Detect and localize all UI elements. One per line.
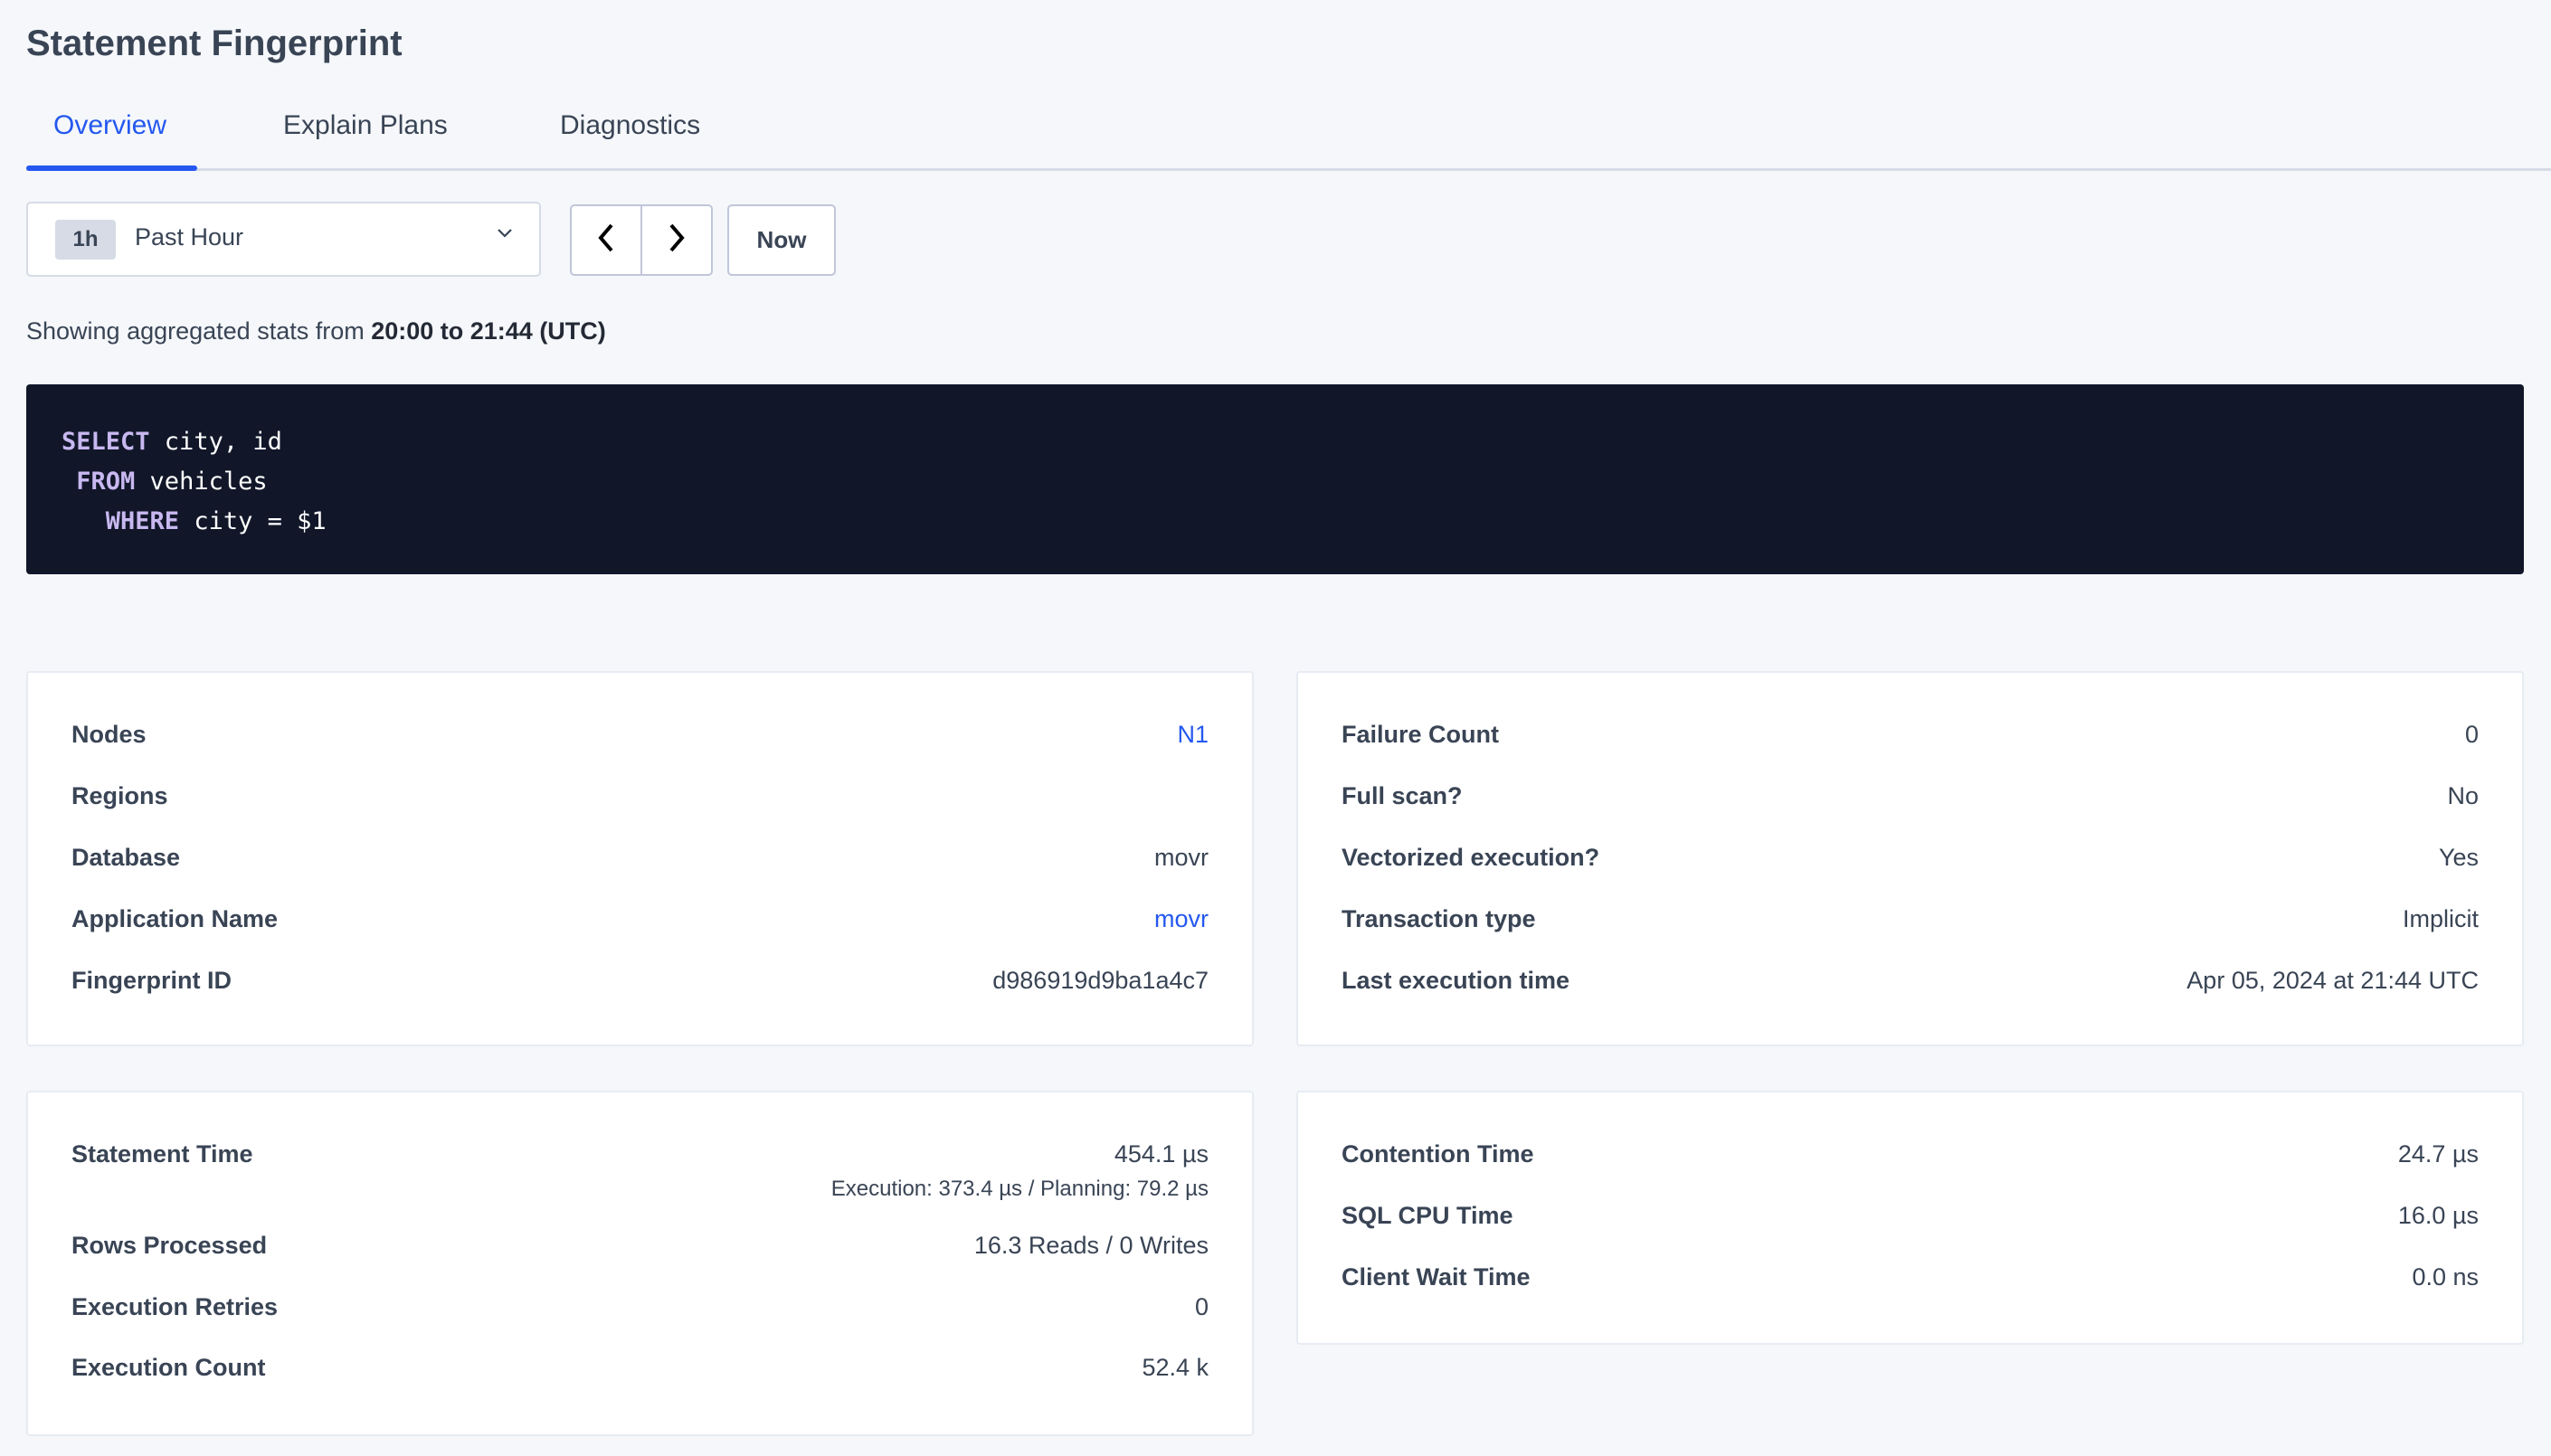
chevron-right-icon [666, 222, 688, 258]
stats-card-right: Contention Time 24.7 µs SQL CPU Time 16.0 … [1296, 1091, 2524, 1345]
tab-explain-plans[interactable]: Explain Plans [283, 110, 448, 140]
time-range-label: Past Hour [135, 223, 244, 251]
tab-divider [26, 168, 2551, 171]
application-link[interactable]: movr [1154, 905, 1209, 932]
summary-prefix: Showing aggregated stats from [26, 317, 372, 345]
summary-range: 20:00 to 21:44 (UTC) [371, 317, 606, 345]
aggregation-summary: Showing aggregated stats from 20:00 to 2… [26, 317, 606, 345]
chevron-left-icon [595, 222, 617, 258]
stats-card-left: Statement Time 454.1 µs Execution: 373.4 µ… [26, 1091, 1254, 1436]
sql-keyword: FROM [76, 468, 136, 496]
statement-time-breakdown: Execution: 373.4 µs / Planning: 79.2 µs [830, 1177, 1209, 1201]
details-card-left: Nodes N1 Regions Database movr Application… [26, 671, 1254, 1046]
chevron-down-icon [496, 222, 514, 245]
tab-diagnostics[interactable]: Diagnostics [560, 110, 701, 140]
tab-overview[interactable]: Overview [53, 110, 167, 140]
previous-range-button[interactable] [572, 206, 640, 274]
sql-keyword: SELECT [62, 428, 150, 456]
next-range-button[interactable] [640, 206, 711, 274]
time-range-select[interactable]: 1h Past Hour [26, 202, 541, 277]
now-button[interactable]: Now [727, 204, 836, 276]
node-link[interactable]: N1 [1177, 721, 1209, 748]
page-title: Statement Fingerprint [26, 24, 403, 63]
sql-keyword: WHERE [105, 507, 180, 535]
sql-line: WHERE city = $1 [105, 507, 327, 535]
time-nav-group [570, 204, 713, 276]
details-card-right: Failure Count 0 Full scan? No Vectorized e… [1296, 671, 2524, 1046]
sql-line: SELECT city, id [62, 428, 282, 456]
sql-line: FROM vehicles [76, 468, 268, 496]
time-range-badge: 1h [55, 220, 116, 260]
active-tab-indicator [26, 165, 197, 171]
sql-statement: SELECT city, id FROM vehicles WHERE city… [26, 384, 2524, 574]
